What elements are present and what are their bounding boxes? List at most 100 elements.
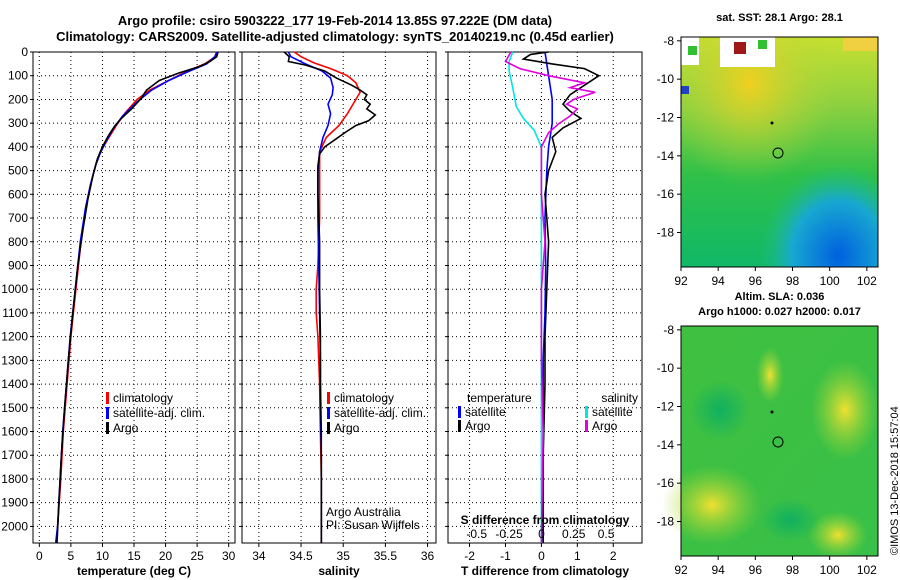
map-y-tick-label: -12 xyxy=(657,111,675,125)
legend-label: Argo xyxy=(465,419,491,433)
map-x-tick-label: 100 xyxy=(820,274,840,288)
legend-swatch xyxy=(327,422,330,434)
annotation: PI: Susan Wijffels xyxy=(326,518,420,532)
x-tick-label: 34 xyxy=(252,549,266,563)
map-axes: 92 94 96 98 100 102 -8 -10 -12 -14 -16 -18 xyxy=(657,34,879,288)
legend-swatch xyxy=(458,420,461,432)
sla-high-region xyxy=(811,360,879,460)
map-y-tick-label: -8 xyxy=(663,34,674,48)
y-tick-label: 300 xyxy=(8,116,28,130)
y-tick-label: 800 xyxy=(8,235,28,249)
x-tick-label: 10 xyxy=(96,549,110,563)
legend-label: satellite-adj. clim. xyxy=(334,406,426,420)
x-axis-label: T difference from climatology xyxy=(461,564,629,578)
secondary-tick-label: 0 xyxy=(538,527,545,541)
panel-salinity: 34 34.5 35 35.5 36 salinity climatologysatelli… xyxy=(239,51,437,578)
sst-pixel xyxy=(843,37,878,51)
panel-temperature: 0 5 10 15 20 25 300100200300400500600700800900… xyxy=(1,45,235,578)
y-tick-label: 200 xyxy=(8,92,28,106)
sst-cold-region xyxy=(681,37,878,267)
secondary-tick-label: 0.5 xyxy=(598,527,615,541)
legend-label: Argo xyxy=(334,421,360,435)
secondary-axis-label: S difference from climatology xyxy=(461,513,630,527)
x-tick-label: 2 xyxy=(610,549,617,563)
y-tick-label: 1700 xyxy=(1,448,28,462)
legend-swatch xyxy=(327,407,330,419)
map-y-tick-label: -16 xyxy=(657,476,675,490)
sst-hot-pixel xyxy=(734,42,746,54)
map-y-tick-label: -14 xyxy=(657,149,675,163)
series-line xyxy=(508,51,543,543)
y-tick-label: 1900 xyxy=(1,496,28,510)
legend-label: satellite xyxy=(465,405,506,419)
y-tick-label: 1300 xyxy=(1,353,28,367)
argo-track-point xyxy=(770,121,774,125)
map-x-tick-label: 96 xyxy=(749,563,763,577)
x-tick-label: 1 xyxy=(574,549,581,563)
y-tick-label: 1100 xyxy=(2,306,28,320)
annotation: Argo Australia xyxy=(326,505,401,519)
panel-difference: -2 -1 0 1 2T difference from climatology temp… xyxy=(445,51,643,578)
legend-label: satellite-adj. clim. xyxy=(113,406,205,420)
map-frame xyxy=(680,325,879,557)
x-tick-label: 15 xyxy=(127,549,141,563)
secondary-tick-label: -0.25 xyxy=(495,527,523,541)
sst-map xyxy=(681,37,878,267)
map-y-tick-label: -10 xyxy=(657,361,675,375)
chart-title: Argo profile: csiro 5903222_177 19-Feb-2… xyxy=(117,13,553,28)
legend-swatch xyxy=(106,407,109,419)
legend-swatch xyxy=(106,392,109,404)
series-line xyxy=(287,51,334,543)
y-tick-label: 600 xyxy=(8,187,28,201)
legend: temperaturesatelliteArgosalinitysatellit… xyxy=(458,391,638,433)
secondary-tick-label: -0.5 xyxy=(466,527,487,541)
sst-pixel xyxy=(688,46,697,55)
legend-swatch xyxy=(106,422,109,434)
sst-map-title: sat. SST: 28.1 Argo: 28.1 xyxy=(716,12,843,24)
chart-subtitle: Climatology: CARS2009. Satellite-adjuste… xyxy=(56,29,614,44)
sst-pixel xyxy=(758,40,767,49)
map-x-tick-label: 92 xyxy=(674,274,688,288)
map-y-tick-label: -18 xyxy=(657,515,675,529)
x-tick-label: -2 xyxy=(464,549,475,563)
sst-pixel xyxy=(681,86,689,94)
y-tick-label: 0 xyxy=(21,45,28,59)
map-y-tick-label: -14 xyxy=(657,438,675,452)
argo-position-marker xyxy=(772,436,784,448)
series-line xyxy=(56,51,219,544)
sla-map-subtitle: Argo h1000: 0.027 h2000: 0.017 xyxy=(698,306,861,318)
sla-map xyxy=(662,326,879,559)
map-y-tick-label: -12 xyxy=(657,400,675,414)
map-x-tick-label: 94 xyxy=(711,274,725,288)
legend-label: climatology xyxy=(113,391,173,405)
legend-swatch xyxy=(458,406,461,418)
y-tick-label: 1400 xyxy=(1,377,28,391)
y-tick-label: 700 xyxy=(8,211,28,225)
map-y-tick-label: -16 xyxy=(657,187,675,201)
sla-low-region xyxy=(760,498,820,542)
x-tick-label: 30 xyxy=(222,549,236,563)
plot-frame xyxy=(241,51,437,544)
x-tick-label: -1 xyxy=(500,549,511,563)
map-x-tick-label: 102 xyxy=(857,563,877,577)
y-tick-label: 900 xyxy=(8,258,28,272)
y-tick-label: 500 xyxy=(8,164,28,178)
y-tick-label: 2000 xyxy=(1,519,28,533)
sla-low-region xyxy=(690,380,750,440)
map-y-tick-label: -10 xyxy=(657,72,675,86)
legend-label: Argo xyxy=(113,421,139,435)
plot-frame xyxy=(32,51,236,544)
legend-swatch xyxy=(327,392,330,404)
legend-label: Argo xyxy=(592,419,618,433)
x-tick-label: 0 xyxy=(36,549,43,563)
x-tick-label: 0 xyxy=(538,549,545,563)
y-tick-label: 1500 xyxy=(1,401,28,415)
x-axis-label: salinity xyxy=(318,564,360,578)
x-axis-label: temperature (deg C) xyxy=(77,564,191,578)
legend-label: climatology xyxy=(334,391,394,405)
footer-stamp: ©IMOS 13-Dec-2018 15:57:04 xyxy=(889,406,900,555)
series-line xyxy=(55,51,219,544)
